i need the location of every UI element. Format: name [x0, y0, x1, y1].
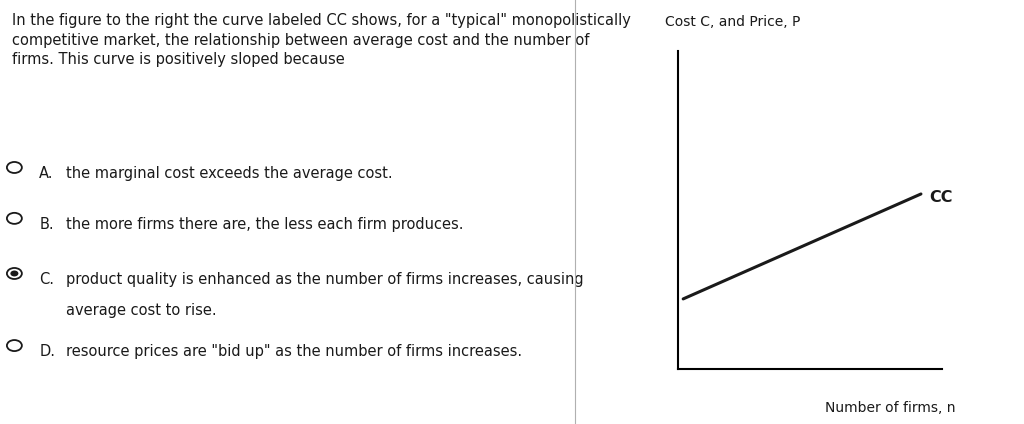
Text: CC: CC — [929, 190, 952, 205]
Text: In the figure to the right the curve labeled CC shows, for a "typical" monopolis: In the figure to the right the curve lab… — [11, 13, 631, 67]
Text: Number of firms, n: Number of firms, n — [824, 401, 955, 415]
Text: D.: D. — [39, 344, 55, 359]
Text: B.: B. — [39, 217, 53, 232]
Circle shape — [7, 340, 22, 351]
Circle shape — [7, 162, 22, 173]
Circle shape — [10, 271, 18, 276]
Text: the more firms there are, the less each firm produces.: the more firms there are, the less each … — [67, 217, 464, 232]
Text: resource prices are "bid up" as the number of firms increases.: resource prices are "bid up" as the numb… — [67, 344, 522, 359]
Text: the marginal cost exceeds the average cost.: the marginal cost exceeds the average co… — [67, 166, 393, 181]
Text: product quality is enhanced as the number of firms increases, causing: product quality is enhanced as the numbe… — [67, 272, 584, 287]
Circle shape — [7, 268, 22, 279]
Text: C.: C. — [39, 272, 54, 287]
Text: A.: A. — [39, 166, 53, 181]
Circle shape — [7, 213, 22, 224]
Text: average cost to rise.: average cost to rise. — [67, 303, 217, 318]
Text: Cost C, and Price, P: Cost C, and Price, P — [665, 14, 800, 28]
